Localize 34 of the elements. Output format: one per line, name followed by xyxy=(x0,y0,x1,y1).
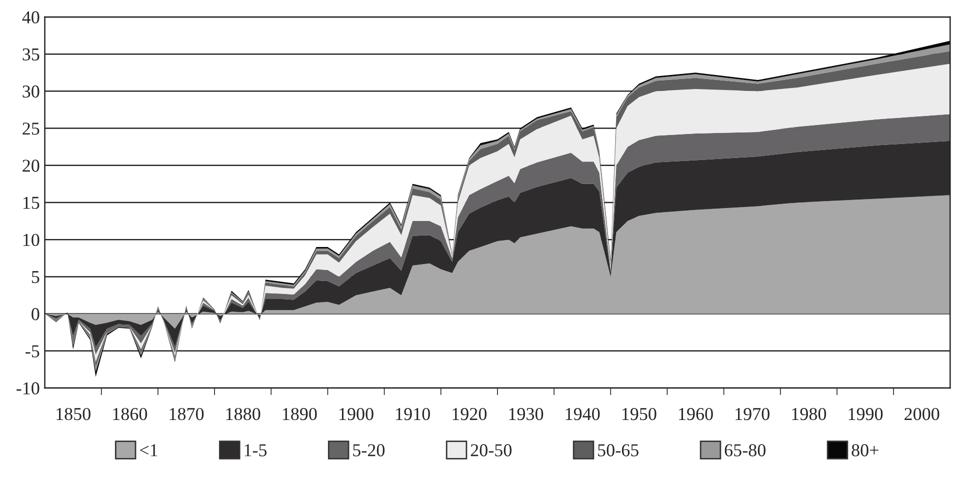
x-tick-label: 1860 xyxy=(113,408,148,420)
y-tick-label: 15 xyxy=(23,196,40,209)
legend-label: 20-50 xyxy=(470,444,512,456)
y-tick-label: 40 xyxy=(22,11,40,24)
legend-label: 5-20 xyxy=(353,444,385,456)
x-tick-label: 1930 xyxy=(509,408,544,420)
x-tick-label: 1880 xyxy=(226,408,260,420)
x-tick-label: 1910 xyxy=(396,408,430,420)
x-tick-label: 2000 xyxy=(904,408,940,420)
x-tick-label: 1970 xyxy=(736,408,770,420)
x-tick-label: 1960 xyxy=(679,408,713,420)
x-tick-label: 1980 xyxy=(792,408,826,420)
y-tick-label: 5 xyxy=(32,271,40,284)
x-tick-label: 1900 xyxy=(340,408,374,420)
legend-label: 65-80 xyxy=(724,444,766,456)
legend-label: <1 xyxy=(140,444,158,456)
x-tick-label: 1870 xyxy=(170,408,204,420)
x-tick-label: 1850 xyxy=(56,408,90,420)
y-tick-label: 35 xyxy=(22,48,40,61)
y-tick-label: 10 xyxy=(23,234,40,246)
legend-label: 80+ xyxy=(852,444,878,456)
x-tick-label: 1990 xyxy=(848,408,883,420)
y-tick-label: -10 xyxy=(16,382,40,394)
x-tick-label: 1940 xyxy=(566,408,600,420)
y-tick-label: 25 xyxy=(22,122,40,135)
legend-label: 50-65 xyxy=(598,444,638,456)
y-tick-label: 30 xyxy=(22,85,40,98)
x-tick-label: 1890 xyxy=(282,408,317,420)
y-tick-label: 0 xyxy=(32,308,40,320)
x-tick-label: 1920 xyxy=(452,408,487,420)
x-tick-label: 1950 xyxy=(622,408,656,420)
y-tick-label: -5 xyxy=(26,345,40,358)
y-tick-label: 20 xyxy=(22,160,40,172)
legend-label: 1-5 xyxy=(244,444,267,456)
